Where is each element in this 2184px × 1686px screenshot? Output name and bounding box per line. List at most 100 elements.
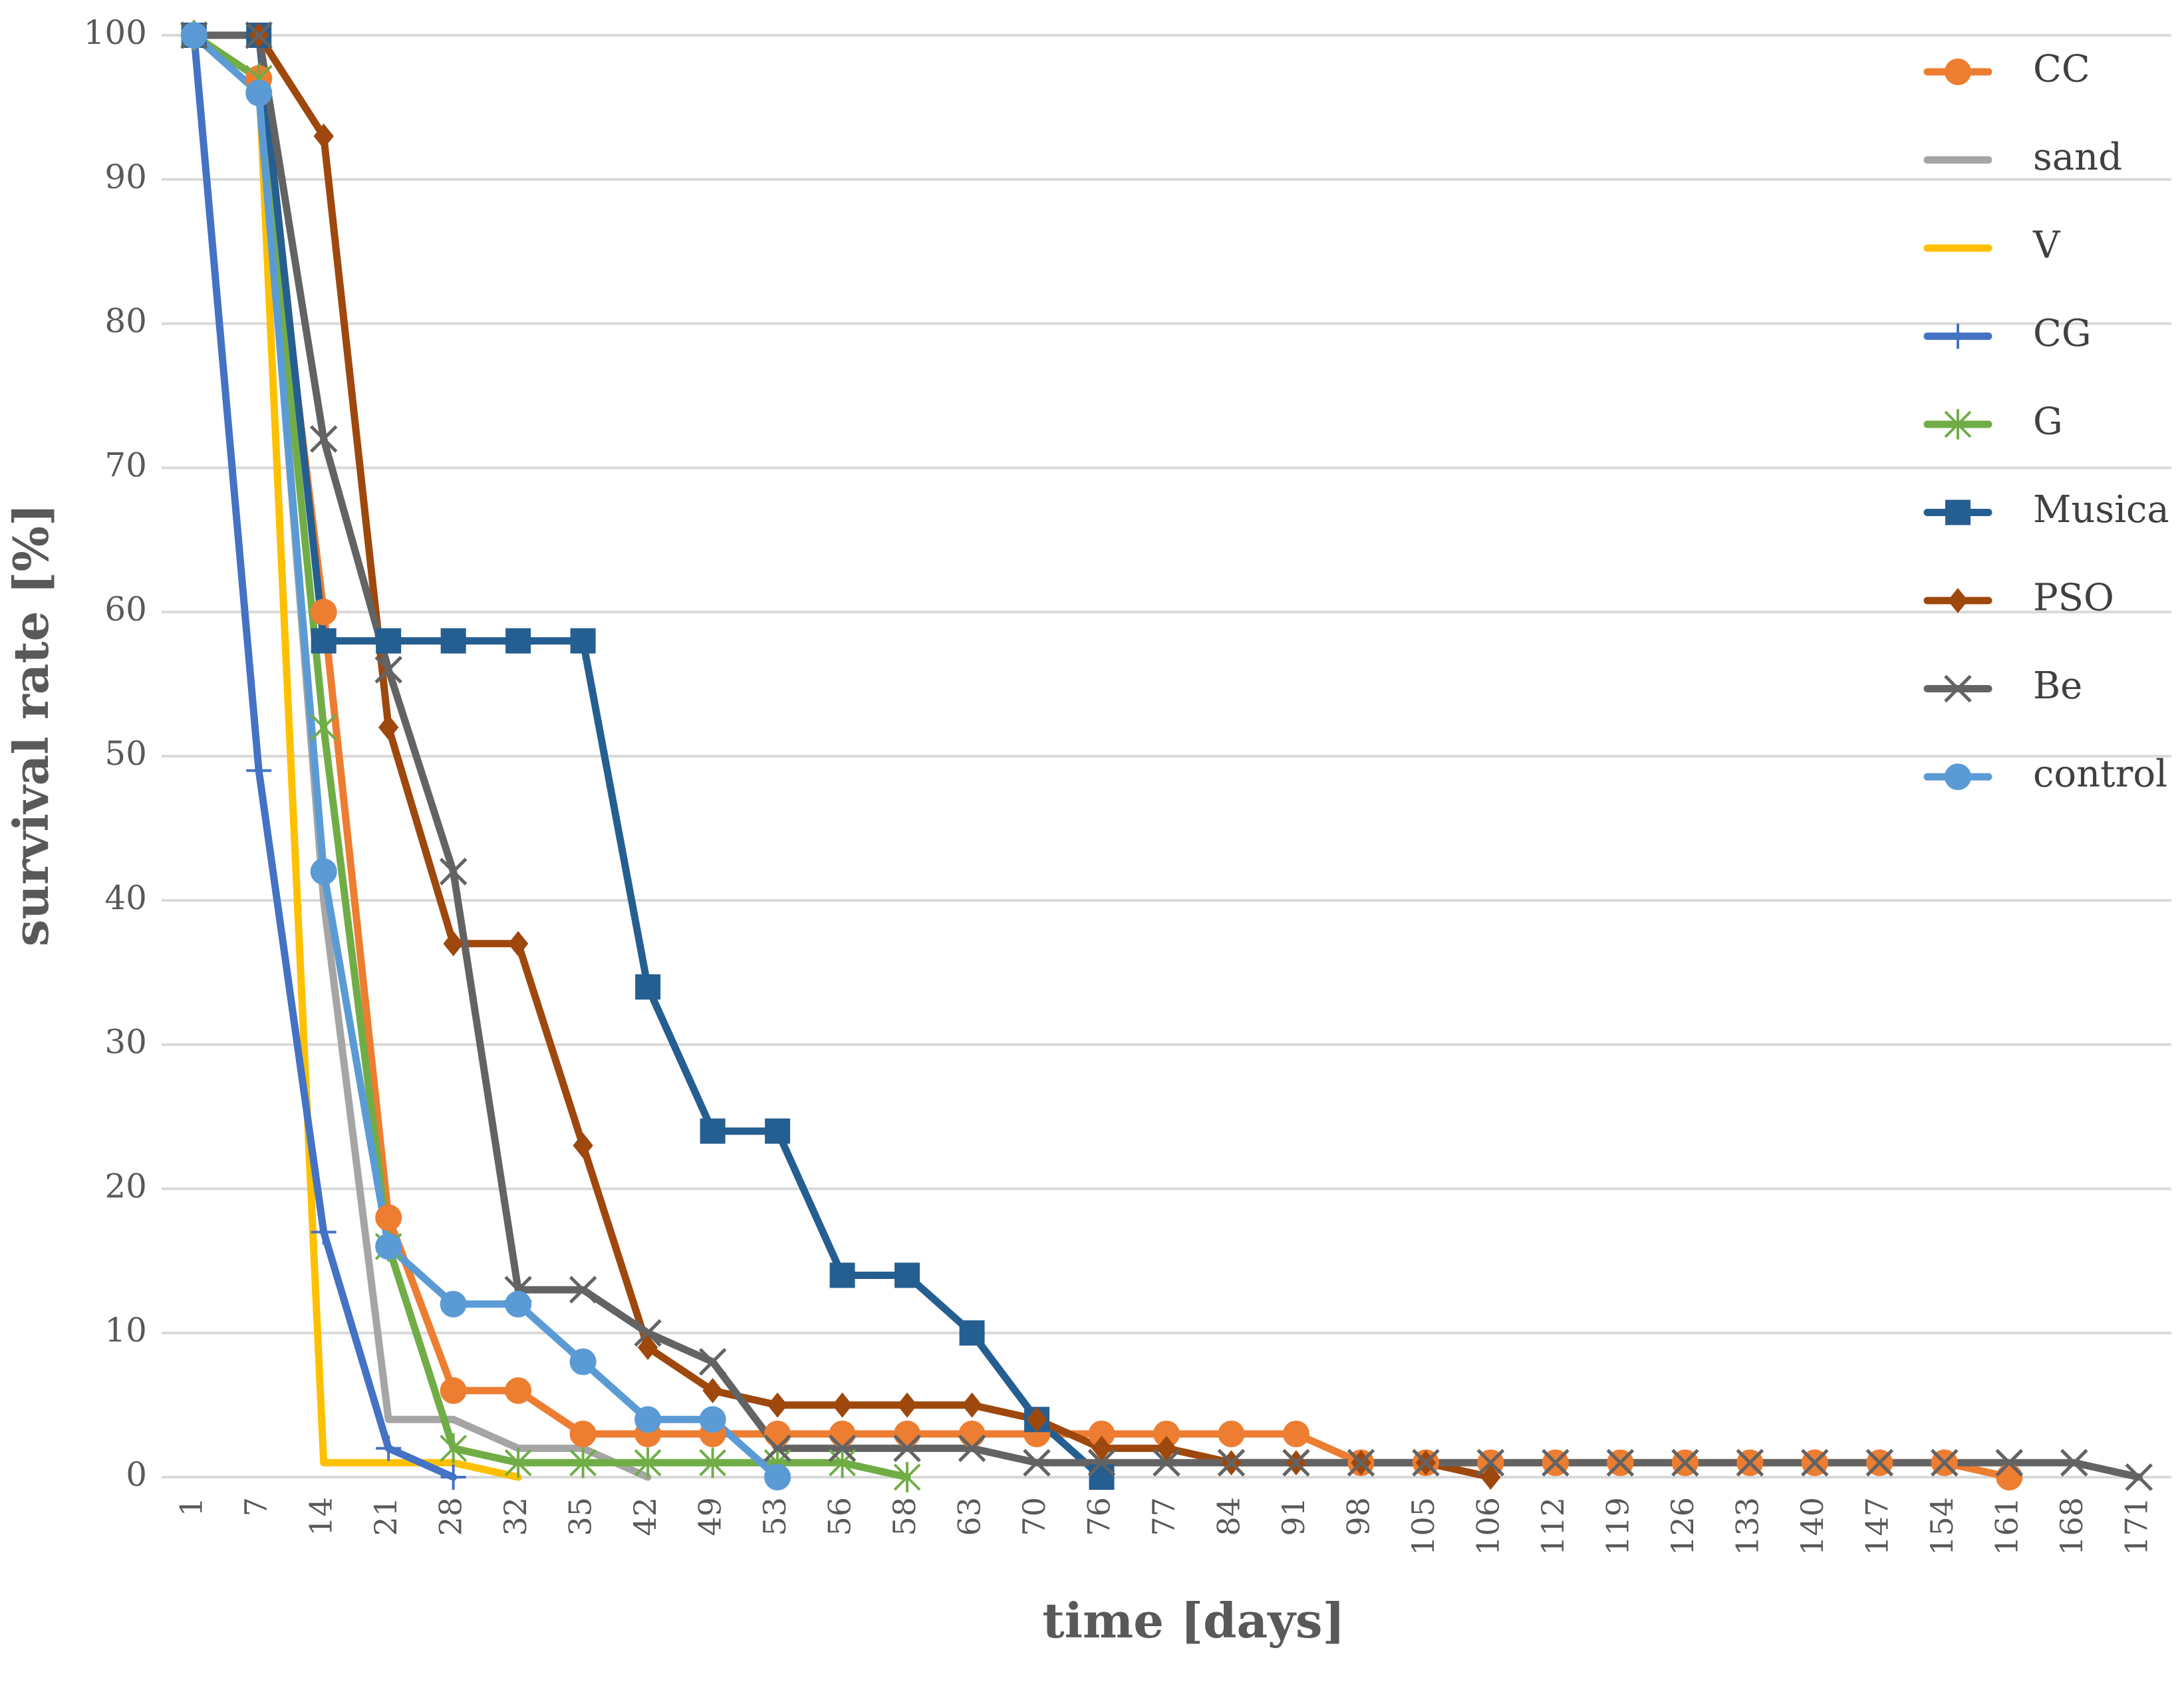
x-tick-label: 133 <box>1729 1497 1765 1556</box>
data-point-be <box>2125 1463 2153 1491</box>
x-tick-label: 63 <box>952 1497 988 1536</box>
data-point-musica <box>311 628 337 654</box>
legend-item-be: Be <box>1923 664 2082 708</box>
data-point-be <box>1801 1449 1829 1477</box>
data-point-musica <box>376 628 402 654</box>
data-point-pso <box>573 1133 593 1159</box>
y-tick-label: 70 <box>104 446 147 484</box>
data-point-be <box>1931 1449 1959 1477</box>
y-tick-label: 60 <box>104 590 147 629</box>
data-point-g <box>440 1433 468 1464</box>
data-point-be <box>1736 1449 1764 1477</box>
x-tick-label: 112 <box>1535 1497 1571 1556</box>
y-tick-label: 80 <box>104 302 147 341</box>
data-point-g <box>634 1447 662 1478</box>
data-point-pso <box>378 714 399 740</box>
data-point-pso <box>962 1392 982 1418</box>
data-point-be <box>1217 1449 1246 1477</box>
data-point-be <box>1542 1449 1570 1477</box>
x-tick-label: 154 <box>1924 1497 1960 1556</box>
data-point-cc <box>569 1420 597 1447</box>
y-axis-title: survival rate [%] <box>3 503 59 946</box>
data-point-pso <box>702 1377 723 1403</box>
x-tick-label: 126 <box>1665 1497 1701 1556</box>
x-tick-label: 119 <box>1599 1497 1635 1556</box>
x-tick-label: 171 <box>2118 1497 2154 1556</box>
legend-label: CG <box>2033 312 2092 355</box>
data-point-be <box>1995 1449 2024 1477</box>
legend-label: CC <box>2033 48 2090 91</box>
data-point-be <box>439 857 468 886</box>
data-point-g <box>829 1447 856 1478</box>
data-point-cc <box>958 1420 986 1447</box>
x-tick-label: 77 <box>1146 1497 1182 1536</box>
data-point-pso <box>507 930 529 956</box>
data-point-control <box>764 1464 791 1490</box>
data-point-g <box>569 1447 597 1478</box>
data-point-be <box>634 1319 662 1347</box>
data-point-pso <box>443 930 464 956</box>
x-tick-label: 70 <box>1016 1497 1052 1536</box>
data-point-cc <box>764 1420 791 1447</box>
data-point-g <box>893 1462 921 1492</box>
data-point-cg <box>246 758 272 783</box>
data-point-be <box>1023 1449 1051 1477</box>
data-point-control <box>699 1406 726 1433</box>
legend-label: G <box>2033 400 2063 444</box>
y-tick-label: 40 <box>104 879 147 917</box>
data-point-musica <box>635 974 661 1000</box>
data-point-pso <box>1480 1465 1501 1490</box>
legend-item-sand: sand <box>1923 136 2122 179</box>
data-point-musica <box>570 628 596 654</box>
data-point-be <box>763 1434 791 1463</box>
data-point-pso <box>896 1392 918 1418</box>
data-point-cg <box>440 1465 466 1490</box>
legend-marker <box>1945 59 1971 85</box>
x-tick-label: 91 <box>1276 1497 1311 1536</box>
data-point-be <box>569 1276 597 1304</box>
data-point-be <box>1087 1449 1116 1477</box>
x-tick-label: 58 <box>887 1497 922 1536</box>
data-point-pso <box>832 1392 853 1418</box>
data-point-pso <box>1091 1435 1112 1461</box>
legend-item-cg: CG <box>1923 312 2092 355</box>
x-tick-label: 28 <box>433 1497 469 1536</box>
data-point-control <box>440 1290 467 1318</box>
x-tick-label: 32 <box>497 1497 533 1536</box>
y-tick-label: 50 <box>104 734 147 773</box>
data-point-be <box>374 656 402 684</box>
data-point-cc <box>1218 1420 1245 1447</box>
data-point-cc <box>829 1420 856 1447</box>
legend-marker <box>1947 588 1969 613</box>
data-point-pso <box>637 1334 658 1360</box>
y-tick-label: 0 <box>126 1455 147 1494</box>
data-point-be <box>309 425 338 453</box>
series-line-control <box>190 31 781 1481</box>
data-point-cc <box>1282 1420 1309 1447</box>
legend-label: Musica <box>2033 488 2169 531</box>
data-point-g <box>310 712 338 743</box>
data-point-musica <box>1089 1465 1115 1490</box>
data-point-cg <box>311 1219 337 1245</box>
data-point-pso <box>767 1392 788 1418</box>
data-point-cc <box>894 1420 921 1447</box>
data-point-control <box>569 1348 597 1375</box>
legend-item-g: G <box>1923 400 2063 444</box>
y-tick-label: 100 <box>84 13 147 52</box>
legend-item-v: V <box>1923 224 2061 267</box>
x-tick-label: 140 <box>1794 1497 1830 1556</box>
data-point-control <box>634 1406 662 1433</box>
data-point-be <box>1671 1449 1699 1477</box>
data-point-be <box>2060 1449 2088 1477</box>
y-tick-label: 30 <box>104 1023 147 1061</box>
data-point-cc <box>505 1377 532 1404</box>
legend-label: control <box>2033 753 2167 796</box>
data-point-be <box>698 1347 727 1376</box>
data-point-musica <box>505 628 531 654</box>
legend-label: V <box>2032 224 2061 267</box>
legend-marker <box>1945 499 1971 525</box>
legend-marker <box>1944 674 1972 703</box>
data-point-be <box>1476 1449 1505 1477</box>
data-point-be <box>893 1434 921 1463</box>
x-tick-label: 106 <box>1470 1497 1506 1556</box>
